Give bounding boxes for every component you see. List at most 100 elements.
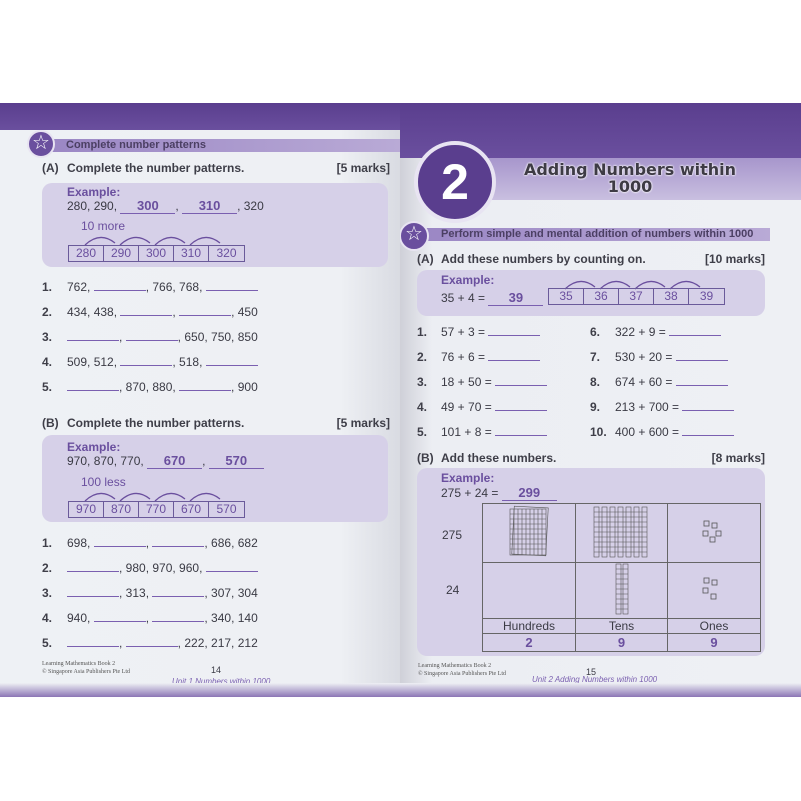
example-box [42, 183, 388, 267]
section-title: Complete number patterns [40, 139, 400, 152]
item-number: 6. [590, 325, 601, 339]
exercise-item: 322 + 9 = [615, 325, 722, 339]
answer-blank[interactable] [152, 537, 205, 547]
item-number: 8. [590, 375, 601, 389]
item-number: 10. [590, 425, 607, 439]
number-cell: 310 [174, 246, 209, 261]
item-text: , [145, 536, 153, 550]
answer-blank[interactable] [67, 562, 119, 572]
item-number: 2. [417, 350, 428, 364]
answer-blank[interactable] [179, 381, 232, 391]
answer-blank[interactable] [93, 537, 146, 547]
item-text: 57 + 3 = [441, 325, 489, 339]
number-cell: 280 [69, 246, 104, 261]
answer-blank[interactable] [67, 587, 119, 597]
answer-blank[interactable] [67, 381, 119, 391]
title-band [440, 158, 801, 200]
exercise-item: 674 + 60 = [615, 375, 728, 389]
answer-blank[interactable] [67, 637, 119, 647]
number-cell: 770 [139, 502, 174, 517]
column-header: Hundreds [482, 618, 576, 634]
item-text: 940, [67, 611, 94, 625]
item-text: 530 + 20 = [615, 350, 676, 364]
item-number: 5. [417, 425, 428, 439]
footer-book: Learning Mathematics Book 2 [42, 661, 116, 667]
item-text: 698, [67, 536, 94, 550]
answer-blank[interactable] [93, 612, 146, 622]
part-a-label: (A) [42, 161, 59, 175]
exercise-item: 49 + 70 = [441, 400, 548, 414]
example-equation: 35 + 4 = 39 [441, 290, 544, 306]
example-sequence: 970, 870, 770, 670, 570 [67, 453, 264, 469]
answer-blank[interactable] [152, 612, 205, 622]
answer-blank[interactable] [205, 562, 258, 572]
tens-cell [575, 562, 668, 619]
place-value-table: Hundreds Tens Ones 2 9 9 [482, 503, 761, 652]
exercise-item: 18 + 50 = [441, 375, 548, 389]
answer-blank[interactable] [93, 281, 146, 291]
top-band [0, 103, 400, 130]
item-number: 2. [42, 305, 53, 319]
item-text: 322 + 9 = [615, 325, 670, 339]
answer-blank[interactable] [205, 356, 258, 366]
exercise-item: 509, 512, , 518, [67, 355, 258, 369]
item-number: 5. [42, 380, 53, 394]
answer-blank[interactable] [495, 401, 548, 411]
jump-arrows-icon [84, 236, 221, 246]
example-answer: 670 [147, 453, 203, 469]
item-text: , 900 [231, 380, 258, 394]
column-header: Ones [667, 618, 761, 634]
exercise-item: , , 650, 750, 850 [67, 330, 258, 344]
answer-blank[interactable] [125, 637, 178, 647]
answer-blank[interactable] [205, 281, 258, 291]
item-text: , 222, 217, 212 [177, 636, 258, 650]
example-heading: Example: [441, 471, 495, 485]
answer-blank[interactable] [495, 376, 548, 386]
answer-blank[interactable] [120, 306, 173, 316]
item-text: , 650, 750, 850 [177, 330, 258, 344]
star-icon: ☆ [400, 221, 429, 251]
ones-cell [667, 562, 761, 619]
answer-blank[interactable] [179, 306, 232, 316]
example-heading: Example: [67, 440, 121, 454]
answer-blank[interactable] [682, 426, 735, 436]
number-cell: 37 [619, 289, 654, 304]
number-cell: 38 [654, 289, 689, 304]
number-cell: 300 [139, 246, 174, 261]
hundreds-cell [482, 562, 576, 619]
chapter-number: 2 [414, 141, 496, 223]
item-text: , 340, 140 [204, 611, 258, 625]
row-label: 275 [442, 528, 463, 542]
answer-blank[interactable] [125, 331, 178, 341]
unit-cubes-icon [702, 520, 722, 542]
answer-blank[interactable] [675, 376, 728, 386]
footer-unit: Unit 2 Adding Numbers within 1000 [532, 675, 658, 684]
number-cell: 35 [549, 289, 584, 304]
item-number: 4. [42, 355, 53, 369]
item-text: 762, [67, 280, 94, 294]
item-number: 7. [590, 350, 601, 364]
answer-blank[interactable] [488, 351, 541, 361]
answer-blank[interactable] [152, 587, 205, 597]
answer-blank[interactable] [495, 426, 548, 436]
item-text: , 980, 970, 960, [119, 561, 206, 575]
item-text: , [119, 636, 126, 650]
footer-book: Learning Mathematics Book 2 [418, 663, 492, 669]
answer-blank[interactable] [67, 331, 119, 341]
answer-blank[interactable] [682, 401, 735, 411]
answer-blank[interactable] [675, 351, 728, 361]
item-text: 18 + 50 = [441, 375, 496, 389]
item-number: 3. [417, 375, 428, 389]
item-text: , 307, 304 [204, 586, 258, 600]
item-text: 213 + 700 = [615, 400, 683, 414]
answer-blank[interactable] [488, 326, 541, 336]
answer-blank[interactable] [120, 356, 173, 366]
item-number: 1. [42, 280, 53, 294]
exercise-item: , 313, , 307, 304 [67, 586, 258, 600]
answer-blank[interactable] [669, 326, 722, 336]
part-a-label: (A) [417, 252, 434, 266]
exercise-item: 762, , 766, 768, [67, 280, 258, 294]
part-a-instruction: Complete the number patterns. [67, 161, 245, 175]
total-ones: 9 [667, 633, 761, 652]
example-box [42, 435, 388, 522]
